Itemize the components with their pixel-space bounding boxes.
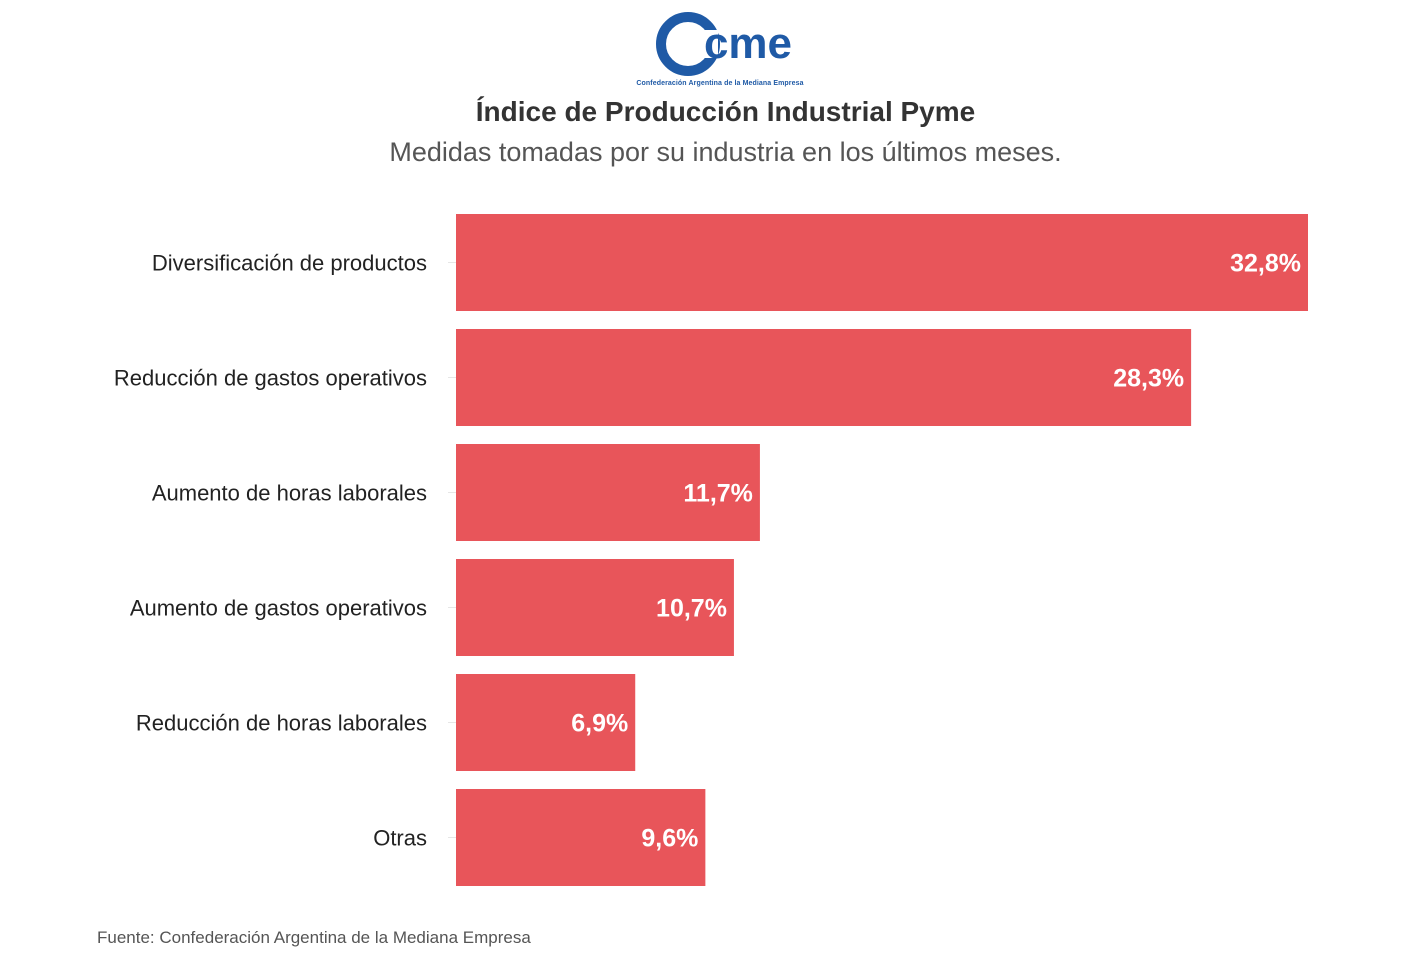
cme-logo-mark: cme [656, 12, 792, 76]
value-label: 10,7% [656, 595, 727, 623]
bar [456, 214, 1308, 311]
logo-caption: Confederación Argentina de la Mediana Em… [636, 80, 804, 87]
chart-title: Índice de Producción Industrial Pyme [475, 96, 976, 127]
brand-logo: cme Confederación Argentina de la Median… [620, 8, 820, 92]
logo-wordmark: cme [704, 19, 792, 68]
category-label: Otras [373, 826, 427, 851]
category-label: Reducción de horas laborales [136, 711, 427, 736]
value-label: 32,8% [1230, 250, 1301, 278]
bar [456, 329, 1192, 426]
value-label: 9,6% [641, 825, 698, 853]
chart-subtitle: Medidas tomadas por su industria en los … [389, 137, 1062, 167]
value-label: 28,3% [1113, 365, 1184, 393]
category-label: Diversificación de productos [152, 251, 427, 276]
bar [456, 789, 706, 886]
bar [456, 559, 734, 656]
bar [456, 444, 760, 541]
bar [456, 674, 636, 771]
value-label: 11,7% [683, 480, 753, 508]
source-note: Fuente: Confederación Argentina de la Me… [97, 928, 531, 947]
category-label: Aumento de horas laborales [152, 481, 427, 506]
category-label: Aumento de gastos operativos [130, 596, 427, 621]
value-label: 6,9% [571, 710, 628, 738]
category-label: Reducción de gastos operativos [114, 366, 427, 391]
